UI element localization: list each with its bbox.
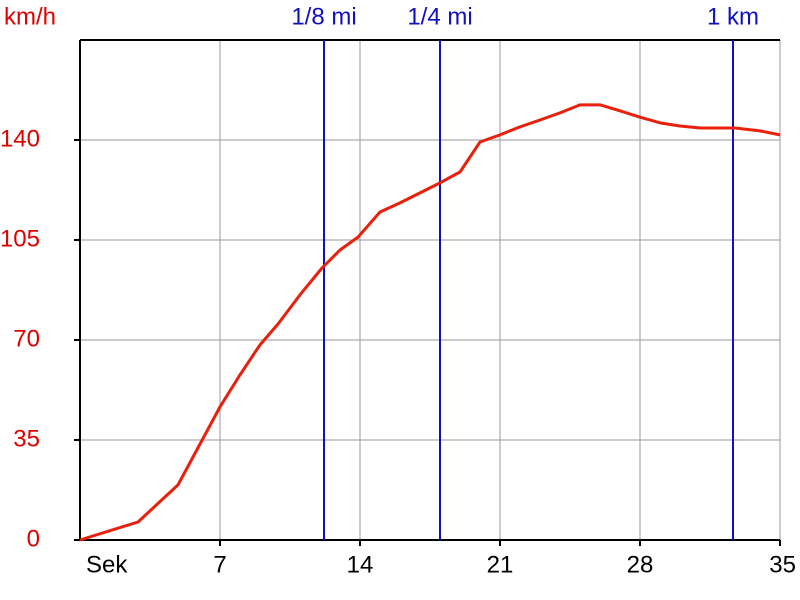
distance-label: 1/4 mi	[407, 3, 472, 30]
y-tick-label: 35	[13, 425, 40, 452]
x-axis-label: Sek	[86, 551, 128, 578]
distance-label: 1/8 mi	[291, 3, 356, 30]
x-tick-label: 14	[347, 551, 374, 578]
y-tick-label: 0	[27, 525, 40, 552]
x-tick-label: 28	[627, 551, 654, 578]
y-axis-label: km/h	[4, 3, 56, 30]
x-tick-label: 7	[213, 551, 226, 578]
y-tick-label: 140	[0, 125, 40, 152]
y-tick-label: 105	[0, 225, 40, 252]
speed-line	[79, 103, 781, 542]
y-tick-label: 70	[13, 325, 40, 352]
x-tick-label: 21	[487, 551, 514, 578]
distance-label: 1 km	[707, 3, 759, 30]
x-tick-label: 35	[769, 551, 796, 578]
